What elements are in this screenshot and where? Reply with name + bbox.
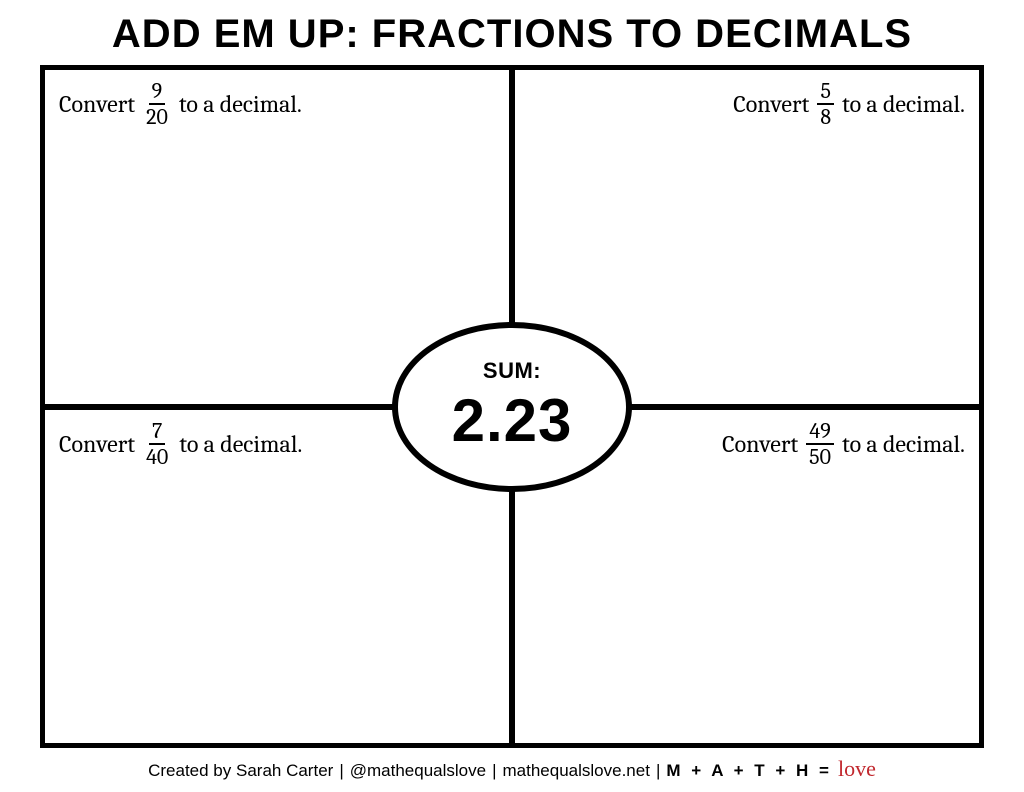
fraction-denominator: 8: [817, 105, 834, 128]
footer-handle: @mathequalslove: [350, 761, 486, 781]
prompt-suffix: to a decimal.: [842, 90, 965, 118]
sum-value: 2.23: [452, 386, 573, 455]
worksheet-page: ADD EM UP: FRACTIONS TO DECIMALS Convert…: [0, 0, 1024, 792]
prompt-suffix: to a decimal.: [179, 430, 302, 458]
prompt-prefix: Convert: [59, 430, 135, 458]
prompt-prefix: Convert: [722, 430, 798, 458]
sum-ellipse: SUM: 2.23: [392, 322, 632, 492]
prompt-4: Convert 49 50 to a decimal.: [722, 420, 965, 468]
prompt-prefix: Convert: [733, 90, 809, 118]
prompt-prefix: Convert: [59, 90, 135, 118]
fraction-numerator: 9: [149, 80, 166, 105]
fraction-4: 49 50: [804, 420, 836, 468]
footer-sep: |: [339, 761, 343, 781]
fraction-denominator: 40: [143, 445, 171, 468]
fraction-numerator: 5: [817, 80, 833, 105]
grid-frame: Convert 9 20 to a decimal. Convert 5 8 t…: [40, 65, 984, 748]
fraction-numerator: 49: [806, 420, 833, 445]
prompt-1: Convert 9 20 to a decimal.: [59, 80, 302, 128]
sum-label: SUM:: [483, 358, 541, 384]
footer-sep: |: [656, 761, 660, 781]
fraction-denominator: 20: [143, 105, 171, 128]
fraction-denominator: 50: [806, 445, 834, 468]
prompt-2: Convert 5 8 to a decimal.: [733, 80, 965, 128]
page-title: ADD EM UP: FRACTIONS TO DECIMALS: [112, 12, 912, 57]
fraction-1: 9 20: [141, 80, 173, 128]
footer-logo-prefix: M + A + T + H =: [666, 761, 832, 781]
fraction-2: 5 8: [815, 80, 836, 128]
fraction-numerator: 7: [149, 420, 165, 445]
footer-credit: Created by Sarah Carter | @mathequalslov…: [148, 756, 876, 782]
footer-logo-love: love: [838, 756, 876, 782]
footer-author: Created by Sarah Carter: [148, 761, 333, 781]
prompt-suffix: to a decimal.: [179, 90, 302, 118]
footer-sep: |: [492, 761, 496, 781]
prompt-suffix: to a decimal.: [842, 430, 965, 458]
fraction-3: 7 40: [141, 420, 173, 468]
prompt-3: Convert 7 40 to a decimal.: [59, 420, 302, 468]
footer-site: mathequalslove.net: [503, 761, 650, 781]
